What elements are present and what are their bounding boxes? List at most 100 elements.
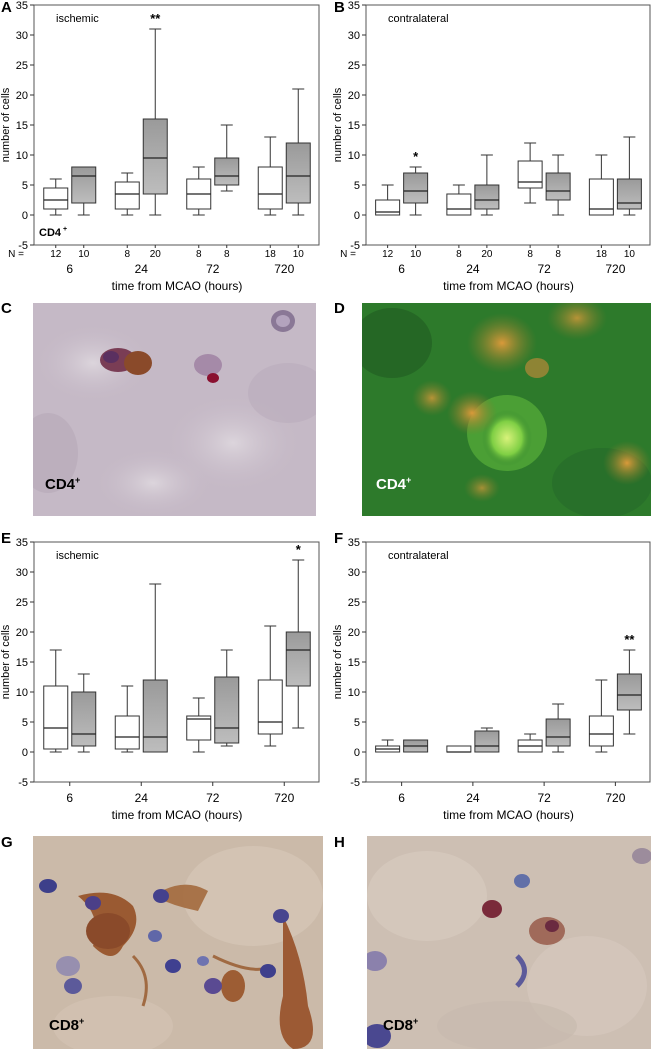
chart-e-box-720-open — [257, 679, 283, 735]
chart-b-n-label: N = — [340, 249, 356, 260]
micrograph-d-image — [362, 303, 651, 516]
chart-e-xtick-label-24: 24 — [135, 791, 149, 805]
chart-e-box-24-gray — [142, 679, 168, 753]
chart-a-inner-label: CD4 — [39, 227, 62, 239]
micrograph-c-image — [33, 310, 316, 516]
chart-b-xtick-label-720: 720 — [605, 262, 625, 276]
micrograph-c-label-sup: + — [75, 475, 81, 485]
chart-a-ytick-label-8: 35 — [16, 0, 28, 12]
chart-a-xtick-label-72: 72 — [206, 262, 220, 276]
chart-a-ylabel: number of cells — [0, 87, 12, 162]
chart-e-ytick-label-2: 5 — [22, 717, 28, 729]
chart-e-ytick-label-6: 25 — [16, 597, 28, 609]
chart-a-significance-0: ** — [150, 11, 161, 26]
chart-e-xtick-label-72: 72 — [206, 791, 220, 805]
chart-e-box-24-open — [114, 715, 140, 750]
micrograph-c-label-text: CD4 — [45, 476, 76, 493]
micrograph-g: CD8+ — [33, 836, 323, 1049]
chart-a-xtick-label-6: 6 — [66, 262, 73, 276]
chart-f-box-24-gray — [474, 730, 500, 753]
chart-f-ytick-label-6: 25 — [348, 597, 360, 609]
chart-a-n-6-1: 10 — [78, 249, 90, 260]
micrograph-d: CD4+ — [362, 303, 651, 516]
chart-a-n-720-1: 10 — [293, 249, 305, 260]
chart-b-xtick-label-24: 24 — [466, 262, 480, 276]
chart-f-xtick-label-720: 720 — [605, 791, 625, 805]
chart-e-xtick-label-6: 6 — [66, 791, 73, 805]
chart-a-box-72-gray — [214, 157, 240, 186]
micrograph-d-label-sup: + — [406, 475, 412, 485]
chart-f-xtick-label-72: 72 — [537, 791, 551, 805]
chart-a-n-72-0: 8 — [196, 249, 202, 260]
chart-f-ylabel: number of cells — [332, 624, 344, 699]
chart-e-box-72-gray — [214, 676, 240, 744]
chart-b-ytick-label-7: 30 — [348, 30, 360, 42]
chart-b-ytick-label-3: 10 — [348, 150, 360, 162]
chart-b-box-720-open — [588, 178, 614, 216]
chart-b-significance-0: * — [413, 149, 419, 164]
chart-f-ytick-label-7: 30 — [348, 567, 360, 579]
chart-b-n-720-1: 10 — [624, 249, 636, 260]
chart-a-xtick-label-24: 24 — [135, 262, 149, 276]
chart-b-subtitle: contralateral — [388, 13, 449, 25]
chart-b-box-24-open — [446, 193, 472, 216]
chart-b-ytick-label-5: 20 — [348, 90, 360, 102]
chart-b-n-720-0: 18 — [596, 249, 608, 260]
chart-f-ytick-label-5: 20 — [348, 627, 360, 639]
chart-f-ytick-label-8: 35 — [348, 537, 360, 549]
box-plot-e: -5 0 5 10 15 20 25 30 35 number of cells ischemic *… — [0, 537, 320, 822]
chart-b-box-6-open — [375, 199, 401, 216]
chart-e-box-72-open — [186, 715, 212, 741]
chart-a-box-24-gray — [142, 118, 168, 195]
panel-letter-a: A — [1, 0, 12, 16]
chart-e-ylabel: number of cells — [0, 624, 12, 699]
micrograph-c-label: CD4+ — [45, 475, 80, 493]
box-plot-f: -5 0 5 10 15 20 25 30 35 number of cells contralat… — [332, 537, 651, 822]
chart-f-box-24-open — [446, 745, 472, 753]
chart-f-ytick-label-2: 5 — [354, 717, 360, 729]
chart-b-ytick-label-8: 35 — [348, 0, 360, 12]
chart-a-n-72-1: 8 — [224, 249, 230, 260]
micrograph-g-label-sup: + — [79, 1016, 85, 1026]
chart-a-box-720-open — [257, 166, 283, 210]
chart-e-ytick-label-1: 0 — [22, 747, 28, 759]
micrograph-c: CD4+ — [33, 303, 316, 516]
micrograph-h-label-sup: + — [413, 1016, 419, 1026]
chart-b-n-6-0: 12 — [382, 249, 394, 260]
panel-letter-c: C — [1, 300, 12, 317]
chart-f-subtitle: contralateral — [388, 550, 449, 562]
chart-b-ytick-label-4: 15 — [348, 120, 360, 132]
chart-f-ytick-label-1: 0 — [354, 747, 360, 759]
chart-a-ytick-label-4: 15 — [16, 120, 28, 132]
panel-letter-d: D — [334, 300, 345, 317]
chart-f-significance-0: ** — [624, 632, 635, 647]
chart-b-box-6-gray — [403, 172, 429, 204]
chart-b-xlabel: time from MCAO (hours) — [443, 279, 574, 293]
chart-a-ytick-label-6: 25 — [16, 60, 28, 72]
chart-e-ytick-label-7: 30 — [16, 567, 28, 579]
chart-a-box-6-open — [43, 187, 69, 210]
panel-letter-f: F — [334, 530, 344, 547]
chart-b-box-720-gray — [616, 178, 642, 210]
chart-a-subtitle: ischemic — [56, 13, 99, 25]
micrograph-h-image — [367, 836, 651, 1049]
chart-b-ytick-label-2: 5 — [354, 180, 360, 192]
chart-a-n-24-0: 8 — [124, 249, 130, 260]
chart-f-box-720-open — [588, 715, 614, 747]
chart-f-xtick-label-6: 6 — [398, 791, 405, 805]
chart-b-n-6-1: 10 — [410, 249, 422, 260]
micrograph-g-label-text: CD8 — [49, 1017, 80, 1034]
box-plot-a: -5 0 5 10 15 20 25 30 35 number of cells ischemic *… — [0, 0, 320, 293]
chart-a-ytick-label-7: 30 — [16, 30, 28, 42]
micrograph-d-label-text: CD4 — [376, 476, 407, 493]
chart-b-n-24-0: 8 — [456, 249, 462, 260]
chart-b-xtick-label-6: 6 — [398, 262, 405, 276]
chart-b-box-72-gray — [545, 172, 571, 201]
chart-b-ytick-label-6: 25 — [348, 60, 360, 72]
chart-a-box-6-gray — [71, 166, 97, 204]
chart-e-subtitle: ischemic — [56, 550, 99, 562]
chart-a-n-6-0: 12 — [50, 249, 62, 260]
micrograph-d-label: CD4+ — [376, 475, 411, 493]
chart-e-ytick-label-8: 35 — [16, 537, 28, 549]
chart-f-xlabel: time from MCAO (hours) — [443, 808, 574, 822]
